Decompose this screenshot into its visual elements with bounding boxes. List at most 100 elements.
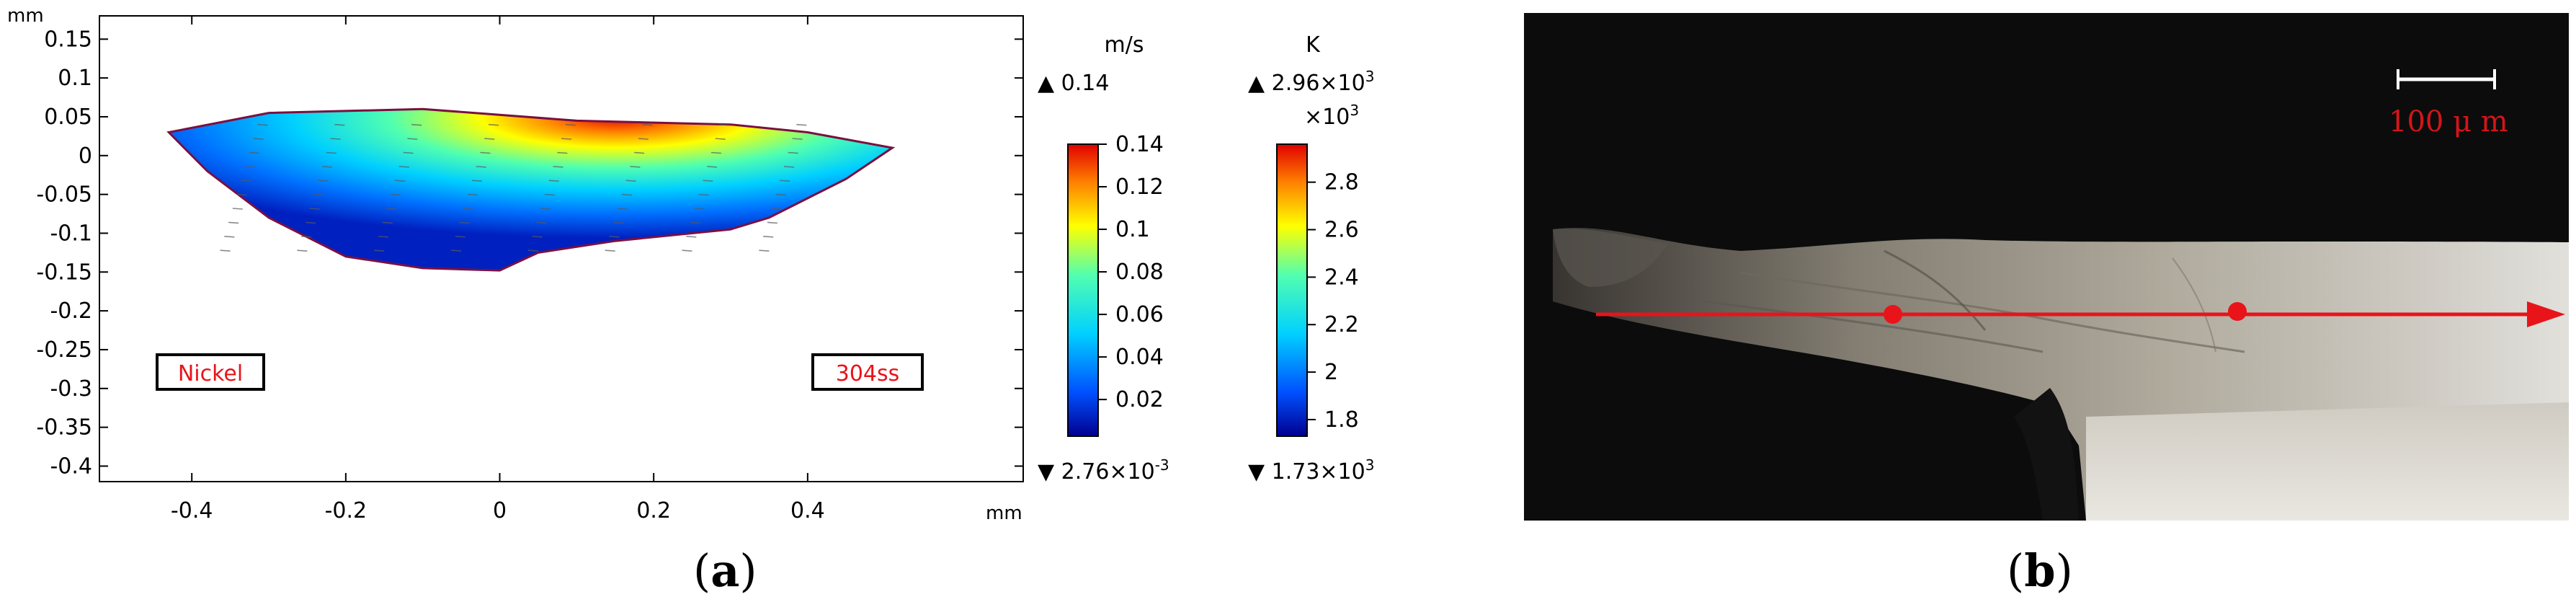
temperature-colorbar: K ▲ 2.96×103 ×103 2.8 2.6 2.4 2.2 2 1.8 ▼ 1.7… [1248, 32, 1374, 485]
velocity-arrow [374, 249, 385, 252]
velocity-arrow [228, 221, 239, 224]
y-tick-label: -0.05 [36, 182, 92, 208]
velocity-arrow [224, 235, 235, 238]
velocity-ticks: 0.14 0.12 0.1 0.08 0.06 0.04 0.02 [1098, 132, 1164, 412]
velocity-arrow [788, 151, 798, 154]
plot-frame [99, 15, 1024, 482]
velocity-arrow [694, 208, 705, 210]
velocity-arrow [382, 221, 393, 224]
colorbar-tick-label: 0.08 [1115, 260, 1164, 285]
velocity-arrow [759, 249, 770, 252]
velocity-arrow [326, 151, 337, 154]
x-ticks: -0.4 -0.2 0 0.2 0.4 [171, 16, 825, 523]
velocity-arrow [330, 138, 341, 140]
velocity-arrow [407, 138, 418, 140]
velocity-arrow [484, 138, 495, 140]
temperature-max-label: ▲ 2.96×103 [1248, 68, 1374, 96]
y-axis-unit: mm [7, 5, 44, 27]
velocity-arrow [771, 208, 782, 210]
304ss-label: 304ss [836, 361, 900, 386]
heatmap-axes: mm mm 0.15 0.1 0.05 0 -0.05 -0.1 -0.15 -0.2 -0.2… [7, 5, 1024, 524]
y-tick-label: -0.4 [50, 453, 92, 479]
velocity-arrow [715, 138, 726, 140]
y-tick-label: 0 [79, 143, 92, 169]
velocity-arrow [634, 151, 645, 154]
colorbar-tick-label: 0.06 [1115, 302, 1164, 327]
velocity-arrow [532, 235, 543, 238]
velocity-arrow [471, 180, 482, 182]
velocity-arrow [625, 180, 636, 182]
velocity-arrow [613, 221, 624, 224]
temperature-unit: K [1306, 32, 1321, 58]
weld-micrograph: 100 μ m [1524, 13, 2569, 521]
y-tick-label: -0.25 [36, 337, 92, 363]
x-axis-unit: mm [986, 503, 1022, 524]
y-tick-label: -0.35 [36, 415, 92, 441]
scale-bar-label: 100 μ m [2389, 105, 2508, 138]
y-tick-label: -0.15 [36, 260, 92, 285]
velocity-arrow [792, 138, 803, 140]
y-ticks: 0.15 0.1 0.05 0 -0.05 -0.1 -0.15 -0.2 -0.25 -0.3 -… [36, 27, 1023, 479]
velocity-arrow [561, 138, 572, 140]
velocity-arrow [220, 249, 231, 252]
arrow-marker-point [1884, 305, 1902, 324]
colorbar-tick-label: 0.14 [1115, 132, 1164, 157]
x-tick-label: -0.2 [325, 498, 367, 523]
temperature-scale-label: ×103 [1304, 102, 1359, 130]
velocity-arrow [305, 221, 316, 224]
colorbar-tick-label: 1.8 [1324, 407, 1359, 433]
velocity-arrow [459, 221, 470, 224]
velocity-arrow [682, 249, 692, 252]
colorbar-tick-label: 0.04 [1115, 345, 1164, 370]
colorbar-tick-label: 2.6 [1324, 218, 1359, 243]
velocity-arrow [703, 180, 713, 182]
velocity-arrow [638, 138, 649, 140]
velocity-arrow [455, 235, 465, 238]
y-tick-label: -0.2 [50, 298, 92, 324]
temperature-ticks: 2.8 2.6 2.4 2.2 2 1.8 [1307, 170, 1359, 433]
velocity-arrow [710, 151, 722, 154]
scale-bar [2397, 69, 2496, 89]
304ss-label-box: 304ss [811, 353, 924, 391]
velocity-arrow [763, 235, 774, 238]
colorbar-tick-label: 2.8 [1324, 170, 1359, 195]
colorbar-tick-label: 0.12 [1115, 174, 1164, 200]
velocity-arrows [220, 123, 807, 252]
colorbar-tick-label: 2 [1324, 360, 1338, 385]
arrow-marker-point [2228, 302, 2247, 321]
x-tick-label: 0 [493, 498, 507, 523]
velocity-colorbar: m/s ▲ 0.14 0.14 0.12 0.1 0.08 0.06 0.04 0.02 ▼… [1038, 32, 1169, 485]
velocity-arrow [548, 180, 559, 182]
velocity-arrow [395, 180, 406, 182]
x-tick-label: 0.2 [636, 498, 671, 523]
y-tick-label: -0.1 [50, 221, 92, 246]
y-tick-label: 0.15 [44, 27, 92, 52]
colorbar-tick-label: 2.2 [1324, 312, 1359, 337]
velocity-arrow [386, 208, 397, 210]
velocity-arrow [241, 180, 251, 182]
velocity-arrow [403, 151, 414, 154]
velocity-arrow [249, 151, 260, 154]
y-tick-label: 0.05 [44, 105, 92, 130]
velocity-arrow [605, 249, 615, 252]
velocity-arrow [297, 249, 308, 252]
temperature-min-label: ▼ 1.73×103 [1248, 456, 1374, 485]
x-tick-label: -0.4 [171, 498, 213, 523]
measurement-arrow [1596, 301, 2565, 327]
nickel-label: Nickel [178, 361, 243, 386]
velocity-arrow [536, 221, 547, 224]
velocity-arrow [451, 249, 462, 252]
melt-pool-region [166, 107, 896, 272]
velocity-arrow [378, 235, 389, 238]
velocity-unit: m/s [1105, 32, 1144, 58]
velocity-arrow [480, 151, 491, 154]
velocity-arrow [540, 208, 551, 210]
velocity-arrow [609, 235, 620, 238]
velocity-arrow [767, 221, 777, 224]
velocity-arrow [253, 138, 264, 140]
colorbar-tick-label: 2.4 [1324, 265, 1359, 290]
velocity-arrow [318, 180, 329, 182]
velocity-color-bar [1067, 143, 1099, 437]
y-tick-label: 0.1 [58, 66, 92, 91]
